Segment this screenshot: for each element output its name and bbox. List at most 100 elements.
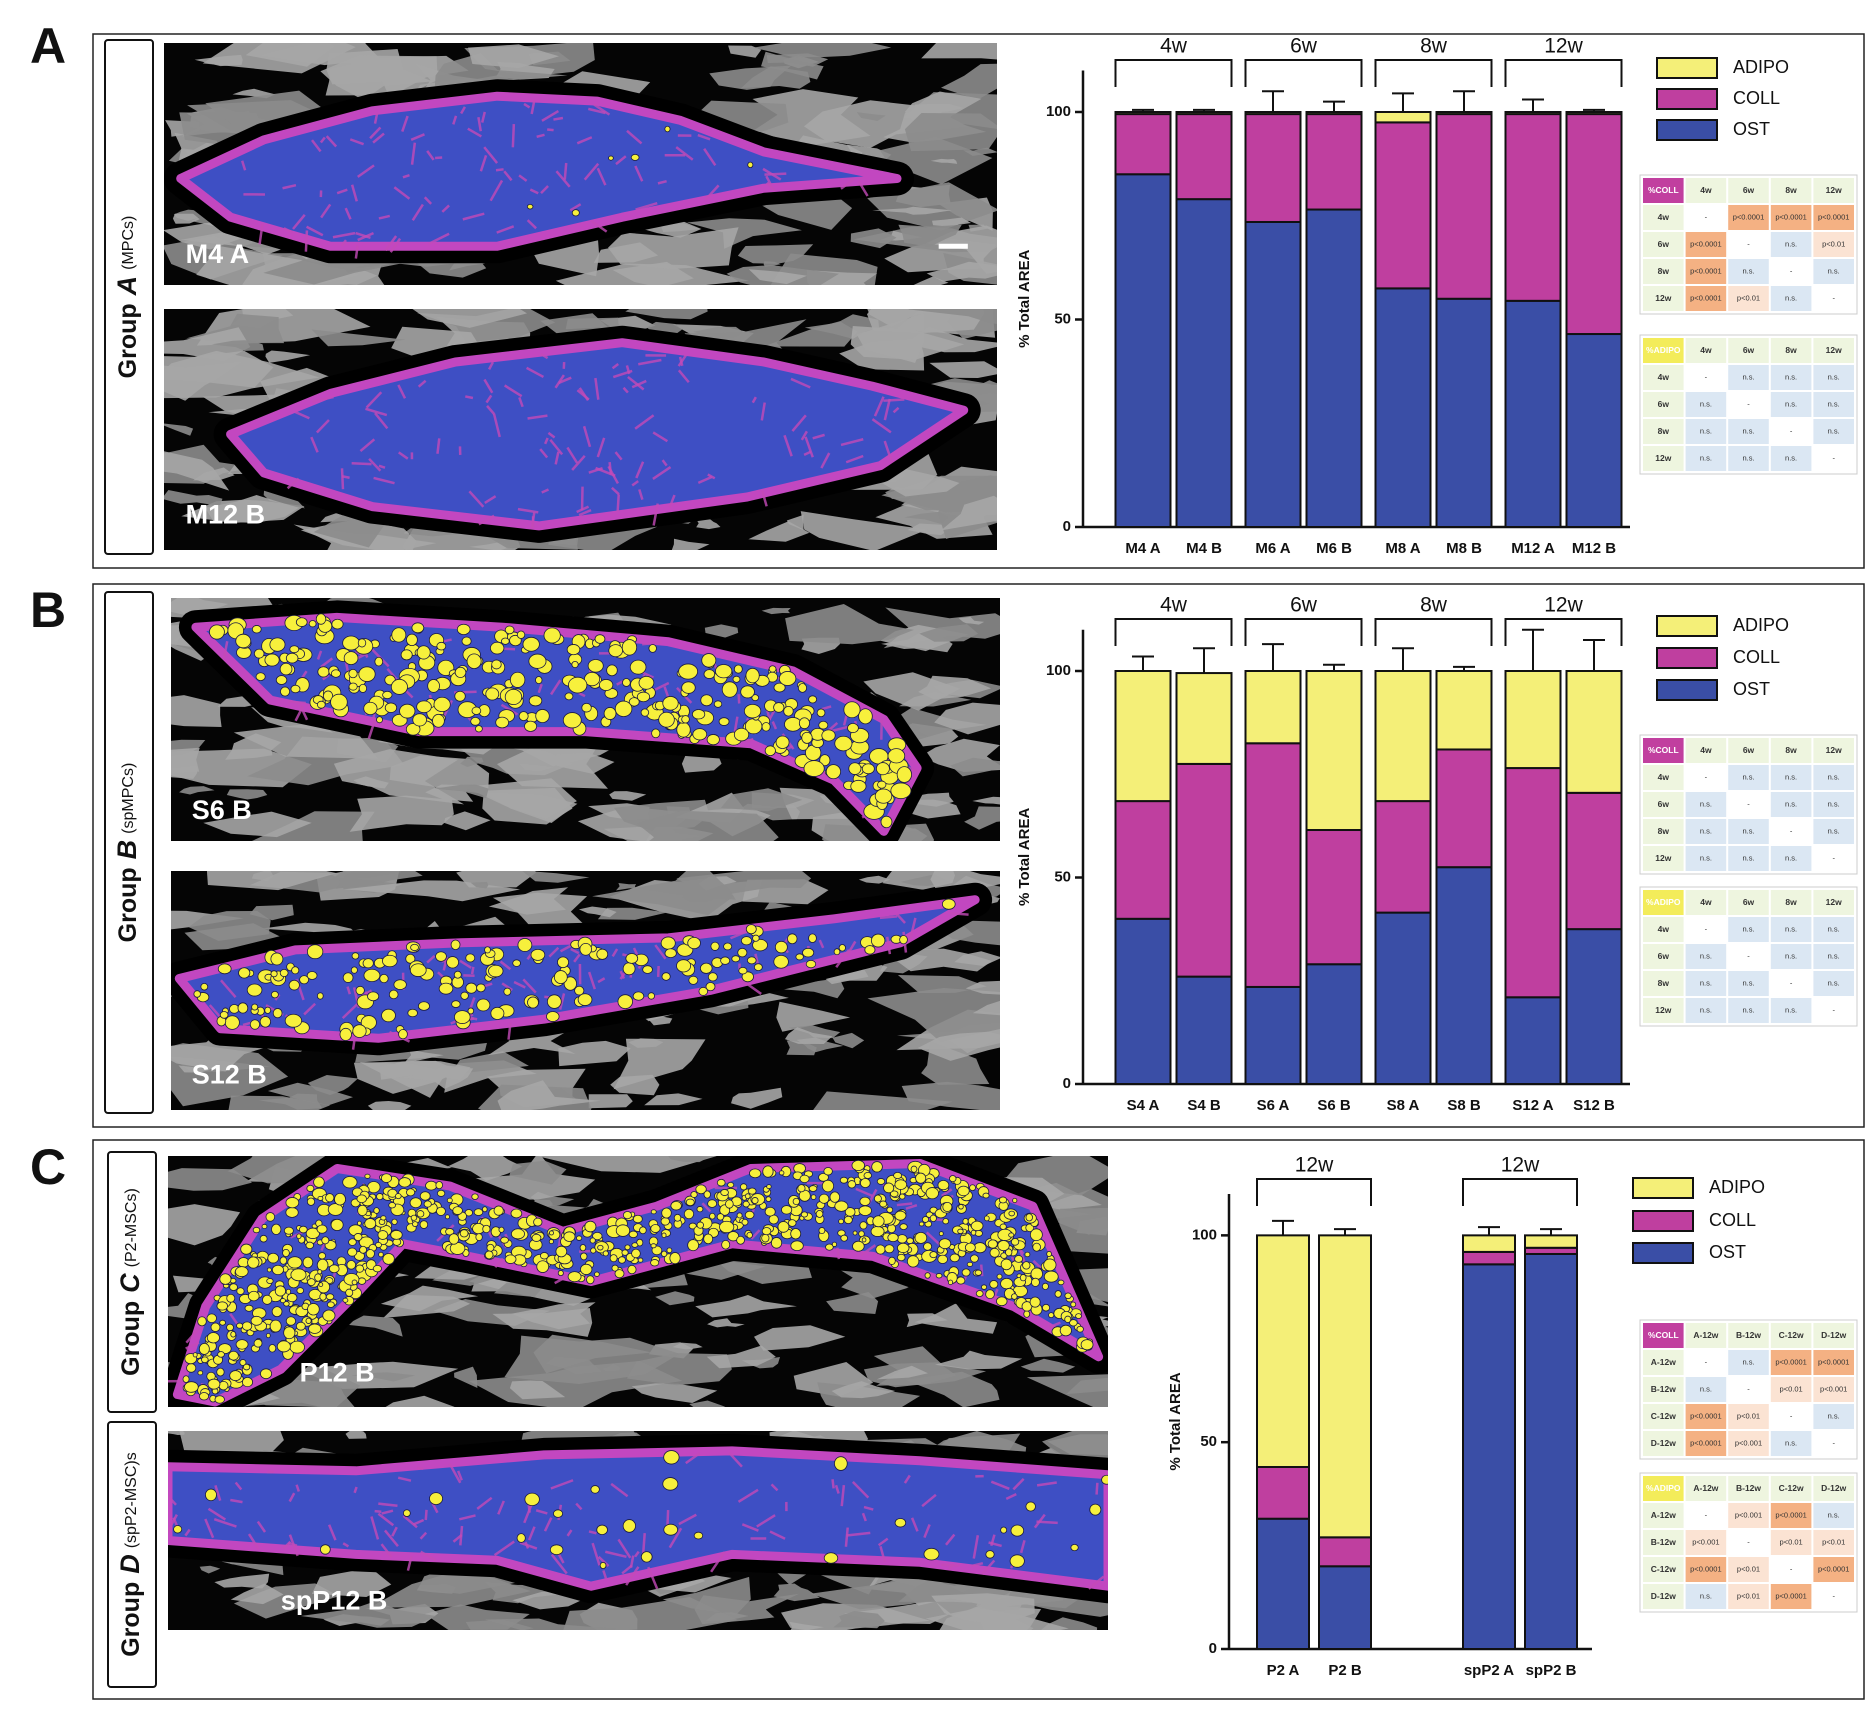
tissue-texture	[470, 881, 489, 889]
collagen-fleck	[207, 1507, 227, 1521]
adipocyte	[1070, 1301, 1077, 1308]
adipocyte	[473, 1208, 484, 1216]
collagen-fleck	[256, 1520, 267, 1533]
bar-segment	[1504, 670, 1562, 770]
adipocyte	[224, 1015, 240, 1030]
adipocyte	[326, 1301, 335, 1308]
collagen-fleck	[530, 100, 536, 115]
collagen-fleck	[632, 947, 639, 956]
adipocyte	[235, 633, 252, 649]
adipocyte	[306, 1184, 315, 1192]
table-cell	[1727, 1349, 1770, 1376]
group-bracket	[1244, 618, 1363, 646]
adipocyte	[798, 717, 810, 730]
adipocyte	[716, 1213, 725, 1221]
collagen-fleck	[527, 1526, 536, 1541]
table-cell	[1769, 231, 1813, 258]
tissue-texture	[786, 1040, 817, 1056]
tissue-texture	[682, 893, 714, 902]
collagen-fleck	[384, 235, 398, 252]
table-cell	[1727, 445, 1770, 472]
adipocyte	[356, 1194, 367, 1204]
adipocyte	[608, 644, 623, 658]
adipocyte	[599, 1561, 607, 1569]
collagen-fleck	[596, 437, 606, 458]
adipocyte	[698, 986, 708, 996]
adipocyte	[707, 1199, 718, 1208]
bar-segment	[1504, 113, 1562, 302]
table-cell	[1642, 285, 1685, 312]
table-cell	[1769, 737, 1813, 764]
table-cell-text: D-12w	[1821, 1330, 1846, 1340]
adipocyte	[1000, 1258, 1013, 1271]
adipocyte	[219, 1011, 229, 1019]
collagen-fleck	[611, 486, 620, 496]
collagen-fleck	[462, 212, 485, 221]
tissue-texture	[941, 495, 997, 531]
table-cell-text: -	[1705, 212, 1708, 221]
table-cell	[1812, 337, 1856, 364]
table-cell	[1642, 791, 1685, 818]
group-label: GroupA(MPCs)	[112, 216, 142, 379]
adipocyte	[996, 1273, 1003, 1280]
table-cell-text: n.s.	[1700, 1591, 1712, 1600]
adipocyte	[982, 1192, 990, 1199]
table-cell-text: D-12w	[1821, 1483, 1846, 1493]
adipocyte	[290, 1268, 307, 1282]
adipocyte	[209, 624, 225, 640]
bar-segment	[1462, 1263, 1516, 1651]
table-cell-text: p<0.0001	[1690, 293, 1722, 302]
y-axis-label: % Total AREA	[1016, 808, 1033, 907]
tissue-texture	[671, 538, 710, 550]
table-cell	[1642, 391, 1685, 418]
tissue-texture	[1020, 1358, 1076, 1373]
adipocyte	[632, 991, 645, 1001]
table-cell	[1769, 1349, 1813, 1376]
collagen-fleck	[576, 505, 590, 514]
x-tick-label: M12 A	[1511, 540, 1555, 557]
adipocyte	[925, 1187, 939, 1200]
collagen-fleck	[452, 115, 458, 125]
collagen-fleck	[428, 232, 450, 245]
adipocyte	[603, 707, 617, 720]
adipocyte	[884, 1244, 895, 1254]
table-cell	[1769, 285, 1813, 312]
adipocyte	[743, 703, 762, 719]
tissue-texture	[509, 1160, 567, 1185]
table-cell	[1642, 445, 1685, 472]
collagen-fleck	[349, 138, 365, 146]
adipocyte	[1009, 1554, 1025, 1568]
adipocyte	[985, 1550, 995, 1559]
tissue-texture	[896, 948, 992, 972]
adipocyte	[740, 1183, 748, 1191]
table-cell-text: -	[1790, 826, 1793, 835]
table-cell	[1812, 818, 1856, 845]
panel-letter: B	[30, 582, 66, 638]
adipocyte	[918, 1221, 925, 1227]
collagen-fleck	[370, 1516, 380, 1540]
table-cell-text: p<0.0001	[1733, 212, 1765, 221]
adipocyte	[594, 1271, 600, 1277]
tissue-texture	[694, 1593, 800, 1625]
collagen-fleck	[304, 230, 309, 252]
adipocyte	[253, 1338, 263, 1348]
adipocyte	[331, 618, 344, 630]
y-tick-label: 100	[1046, 662, 1071, 679]
tissue-texture	[179, 1431, 284, 1456]
adipocyte	[270, 952, 284, 966]
adipocyte	[921, 1216, 930, 1223]
tissue-texture	[578, 906, 617, 918]
adipocyte	[535, 676, 543, 685]
table-cell	[1727, 1376, 1770, 1403]
collagen-fleck	[185, 1341, 200, 1350]
table-cell-text: -	[1747, 951, 1750, 960]
error-bar	[1478, 1226, 1500, 1236]
adipocyte	[964, 1242, 976, 1253]
adipocyte	[436, 1189, 446, 1197]
collagen-fleck	[507, 1022, 512, 1040]
table-cell	[1727, 1529, 1770, 1556]
adipocyte	[379, 973, 389, 984]
collagen-fleck	[416, 1466, 424, 1470]
adipocyte	[914, 1231, 928, 1244]
tissue-texture	[932, 217, 971, 227]
